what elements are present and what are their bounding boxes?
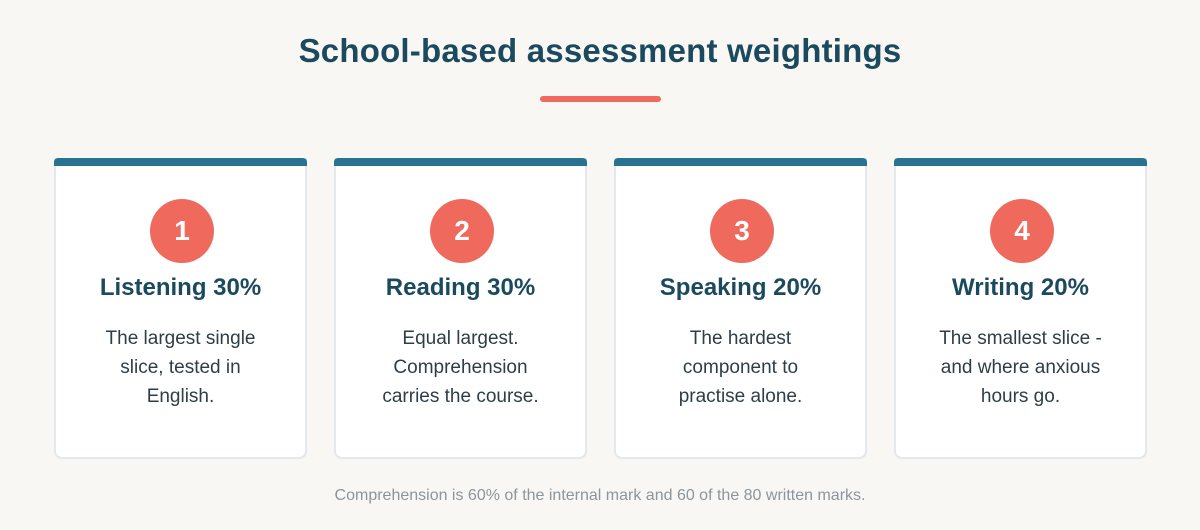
footnote: Comprehension is 60% of the internal mar… [334,487,866,504]
card-top-bar [54,158,307,166]
card-heading: Listening 30% [99,274,262,301]
step-number-badge: 2 [430,199,494,263]
card-reading: 2 Reading 30% Equal largest. Comprehensi… [334,158,587,459]
title-underline [540,96,661,102]
card-description: The hardest component to practise alone. [678,328,803,407]
step-number-badge: 3 [710,199,774,263]
card-description: The smallest slice - and where anxious h… [939,328,1102,407]
card-top-bar [894,158,1147,166]
card-grid: 1 Listening 30% The largest single slice… [54,158,1147,460]
card-writing: 4 Writing 20% The smallest slice - and w… [894,158,1147,459]
card-speaking: 3 Speaking 20% The hardest component to … [614,158,867,459]
card-top-bar [334,158,587,166]
card-heading: Writing 20% [952,274,1089,301]
card-top-bar [614,158,867,166]
step-number-badge: 1 [150,199,214,263]
card-description: Equal largest. Comprehension carries the… [382,328,539,407]
card-listening: 1 Listening 30% The largest single slice… [54,158,307,459]
page-title: School-based assessment weightings [298,32,902,69]
card-heading: Speaking 20% [659,274,822,301]
card-description: The largest single slice, tested in Engl… [105,328,256,407]
step-number-badge: 4 [990,199,1054,263]
card-heading: Reading 30% [385,274,536,301]
